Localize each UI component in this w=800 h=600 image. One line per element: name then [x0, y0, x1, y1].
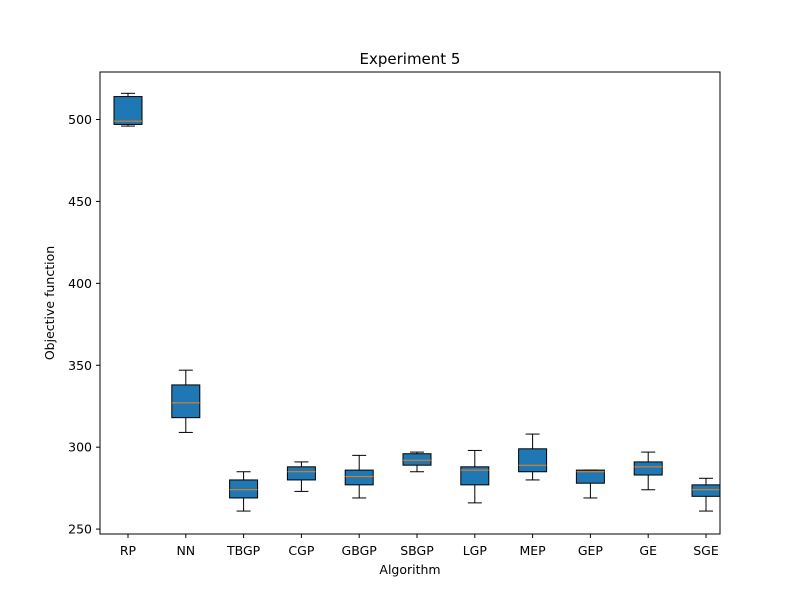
box-cgp — [286, 466, 316, 481]
x-tick-label: LGP — [463, 543, 488, 558]
x-tick-label: RP — [120, 543, 137, 558]
x-tick-label: SGE — [693, 543, 719, 558]
y-axis-label: Objective function — [42, 246, 57, 360]
box-rp — [113, 96, 143, 125]
x-tick-label: NN — [176, 543, 195, 558]
x-tick-label: CGP — [288, 543, 314, 558]
y-tick-label: 350 — [68, 358, 92, 373]
y-tick-label: 450 — [68, 194, 92, 209]
x-tick-label: TBGP — [226, 543, 261, 558]
box-sge — [691, 484, 721, 497]
x-tick-label: GBGP — [342, 543, 378, 558]
y-tick-label: 400 — [68, 276, 92, 291]
y-tick-label: 300 — [68, 440, 92, 455]
plot-area: 250 300 350 400 450 500 RP NN TBGP CGP GBGP SBGP LGP… — [68, 92, 721, 558]
box-tbgp — [229, 479, 259, 499]
y-tick-label: 500 — [68, 112, 92, 127]
x-axis-label: Algorithm — [379, 562, 440, 577]
box-mep — [518, 448, 548, 473]
box-sbgp — [402, 453, 432, 466]
y-tick-label: 250 — [68, 522, 92, 537]
x-tick-label: SBGP — [400, 543, 434, 558]
box-nn — [171, 384, 201, 419]
x-tick-label: GE — [639, 543, 657, 558]
chart-title: Experiment 5 — [360, 50, 461, 68]
x-tick-label: MEP — [519, 543, 546, 558]
box-lgp — [460, 466, 490, 486]
x-tick-label: GEP — [578, 543, 604, 558]
plot-frame — [99, 71, 721, 535]
box-gep — [575, 469, 605, 484]
box-gbgp — [344, 469, 374, 486]
box-ge — [633, 461, 663, 476]
